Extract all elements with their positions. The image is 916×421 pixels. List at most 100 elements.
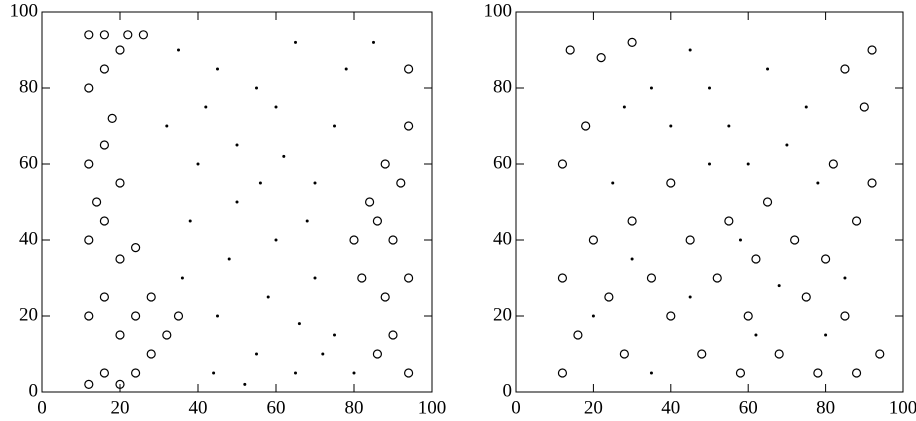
dot-point xyxy=(255,352,258,356)
open-circle-point xyxy=(380,159,390,169)
open-circle-point xyxy=(828,159,838,169)
dot-point xyxy=(804,105,808,109)
open-circle-point xyxy=(875,349,885,359)
open-circle-point xyxy=(627,216,637,226)
open-circle-point xyxy=(588,235,599,245)
dot-point xyxy=(766,67,770,71)
dot-point xyxy=(243,382,247,386)
open-circle-point xyxy=(99,292,110,302)
dot-point xyxy=(372,40,375,44)
x-tick-label: 80 xyxy=(816,397,835,418)
open-circle-point xyxy=(581,121,591,131)
y-tick-label: 0 xyxy=(503,380,513,401)
open-circle-point xyxy=(372,349,382,359)
open-circle-point xyxy=(867,178,877,188)
dot-point xyxy=(824,333,828,337)
dot-point xyxy=(321,352,325,356)
open-circle-point xyxy=(349,235,359,245)
open-circle-point xyxy=(840,64,850,74)
dot-point xyxy=(196,162,200,166)
y-tick-label: 0 xyxy=(29,380,39,401)
x-tick-label: 60 xyxy=(739,397,758,418)
open-circle-point xyxy=(131,368,141,378)
x-tick-label: 60 xyxy=(267,397,286,418)
open-circle-point xyxy=(627,37,637,48)
open-circle-point xyxy=(131,311,141,321)
y-tick-label: 80 xyxy=(493,76,512,97)
open-circle-point xyxy=(743,311,753,321)
open-circle-point xyxy=(91,197,102,207)
open-circle-point xyxy=(84,235,94,245)
x-tick-label: 40 xyxy=(661,397,680,418)
open-circle-point xyxy=(115,45,125,55)
open-circle-point xyxy=(99,64,110,74)
dot-point xyxy=(708,162,711,166)
dot-point xyxy=(738,238,742,242)
open-circle-point xyxy=(372,216,382,226)
dot-point xyxy=(255,86,258,90)
y-tick-label: 40 xyxy=(19,228,38,249)
y-tick-label: 60 xyxy=(19,152,38,173)
x-tick-label: 40 xyxy=(189,397,208,418)
dot-point xyxy=(297,322,301,326)
y-tick-label: 40 xyxy=(493,228,512,249)
dot-point xyxy=(746,162,750,166)
open-circle-point xyxy=(557,159,568,169)
x-tick-label: 0 xyxy=(37,397,47,418)
open-circle-point xyxy=(99,30,110,40)
open-circle-point xyxy=(84,30,94,40)
open-circle-point xyxy=(565,45,575,55)
x-tick-label: 0 xyxy=(511,397,521,418)
y-tick-label: 100 xyxy=(484,0,513,21)
open-circle-point xyxy=(84,159,94,169)
dot-point xyxy=(816,181,820,185)
open-circle-point xyxy=(762,197,773,207)
open-circle-point xyxy=(138,30,148,40)
dot-point xyxy=(754,333,758,337)
dot-point xyxy=(611,181,615,185)
open-circle-point xyxy=(404,64,414,74)
open-circle-point xyxy=(388,330,398,340)
dot-point xyxy=(274,105,278,109)
dot-point xyxy=(258,181,262,185)
open-circle-point xyxy=(146,292,156,302)
dot-point xyxy=(333,124,336,128)
x-tick-label: 80 xyxy=(345,397,364,418)
open-circle-point xyxy=(724,216,734,226)
open-circle-point xyxy=(131,243,141,253)
dot-point xyxy=(344,67,348,71)
open-circle-point xyxy=(840,311,850,321)
open-circle-point xyxy=(380,292,390,302)
open-circle-point xyxy=(851,216,862,226)
dot-point xyxy=(649,371,653,375)
dot-point xyxy=(216,67,219,71)
open-circle-point xyxy=(115,254,125,264)
dot-point xyxy=(282,154,286,158)
open-circle-point xyxy=(813,368,823,378)
dot-point xyxy=(630,257,634,261)
open-circle-point xyxy=(604,292,614,302)
open-circle-point xyxy=(751,254,761,264)
y-tick-label: 20 xyxy=(493,304,512,325)
open-circle-point xyxy=(697,349,707,359)
open-circle-point xyxy=(107,113,117,124)
dot-point xyxy=(708,86,711,90)
dot-point xyxy=(622,105,626,109)
open-circle-point xyxy=(867,45,877,55)
dot-point xyxy=(180,276,184,280)
y-tick-label: 100 xyxy=(10,0,39,21)
open-circle-point xyxy=(99,140,110,150)
dot-point xyxy=(294,40,297,44)
open-circle-point xyxy=(646,273,657,283)
dot-point xyxy=(216,314,219,318)
dot-point xyxy=(727,124,731,128)
dot-point xyxy=(235,200,239,204)
open-circle-point xyxy=(115,330,125,340)
open-circle-point xyxy=(859,102,869,112)
open-circle-point xyxy=(790,235,800,245)
x-tick-label: 100 xyxy=(418,397,447,418)
dot-point xyxy=(352,371,356,375)
open-circle-point xyxy=(404,273,414,283)
open-circle-point xyxy=(774,349,784,359)
open-circle-point xyxy=(99,216,110,226)
